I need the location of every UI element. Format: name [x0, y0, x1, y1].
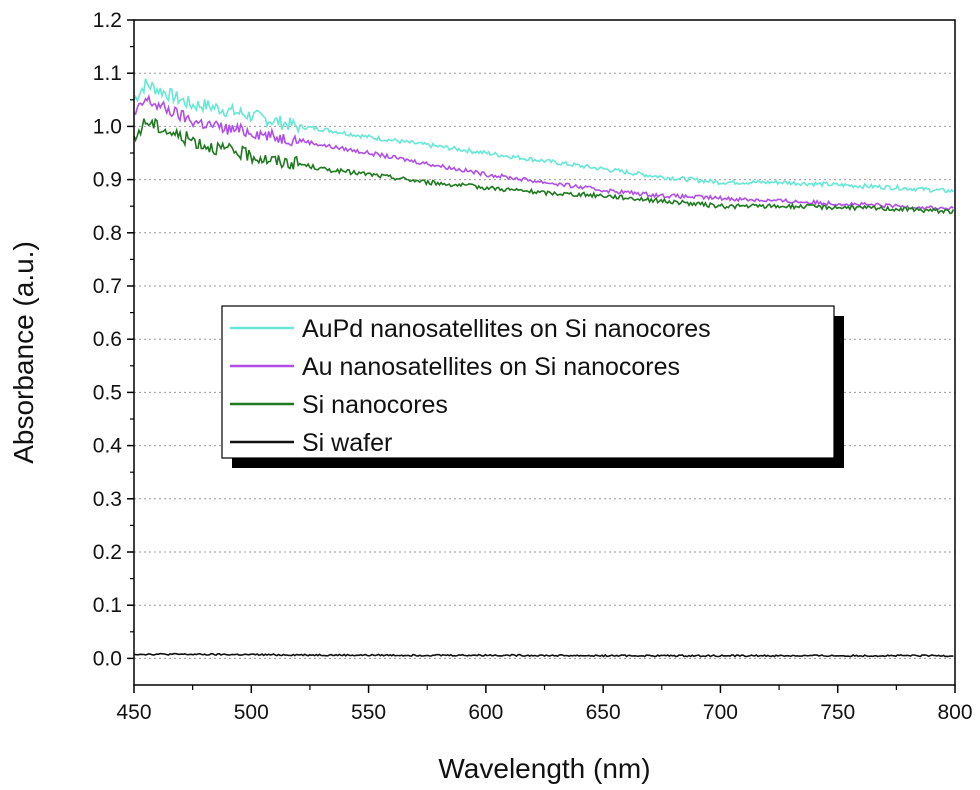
y-tick-label: 0.7	[93, 275, 122, 298]
x-tick-label: 750	[820, 701, 855, 724]
y-tick-label: 0.5	[93, 381, 122, 404]
y-tick-label: 0.6	[93, 328, 122, 351]
ticks: 0.0 0.1 0.2 0.3 0.4 0.5 0.6 0.7 0.8 0.9 1.0 1.1 1.2 4…	[93, 9, 973, 724]
legend: AuPd nanosatellites on Si nanocores Au na…	[221, 305, 844, 468]
legend-label: Au nanosatellites on Si nanocores	[302, 353, 680, 381]
series-layer	[133, 78, 955, 658]
y-axis-title: Absorbance (a.u.)	[8, 241, 39, 464]
x-tick-label: 550	[351, 701, 386, 724]
y-tick-label: 1.1	[93, 62, 122, 85]
x-tick-label: 500	[234, 701, 269, 724]
legend-box	[221, 305, 835, 459]
y-tick-label: 0.0	[93, 647, 122, 670]
y-tick-label: 0.2	[93, 541, 122, 564]
x-tick-label: 650	[586, 701, 621, 724]
y-tick-label: 1.2	[93, 9, 122, 32]
y-tick-label: 1.0	[93, 115, 122, 138]
series-line-1	[133, 78, 955, 194]
series-line-4	[133, 652, 954, 658]
x-tick-label: 700	[703, 701, 738, 724]
x-tick-label: 600	[468, 701, 503, 724]
x-tick-label: 450	[116, 701, 151, 724]
y-tick-label: 0.8	[93, 222, 122, 245]
y-tick-label: 0.4	[93, 435, 123, 458]
y-tick-label: 0.3	[93, 488, 122, 511]
series-line-3	[133, 117, 955, 215]
x-axis-title: Wavelength (nm)	[438, 753, 650, 784]
series-line-2	[133, 94, 954, 212]
legend-label: AuPd nanosatellites on Si nanocores	[302, 315, 711, 343]
y-tick-label: 0.1	[93, 594, 122, 617]
legend-label: Si nanocores	[302, 391, 448, 419]
x-tick-label: 800	[937, 701, 972, 724]
legend-label: Si wafer	[302, 429, 392, 457]
y-tick-label: 0.9	[93, 169, 122, 192]
